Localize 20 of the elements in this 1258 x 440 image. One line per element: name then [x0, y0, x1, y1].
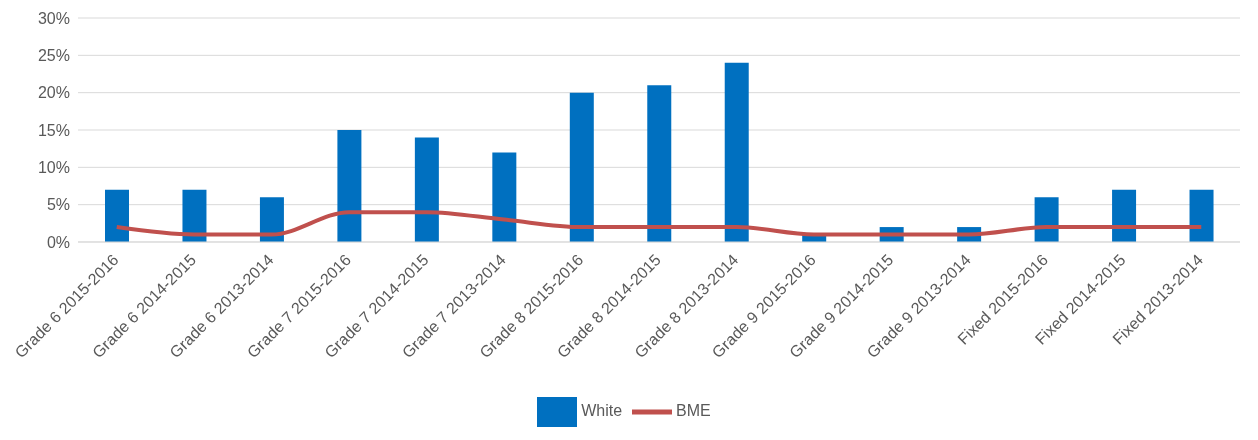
bar	[105, 189, 129, 242]
bar	[647, 85, 672, 242]
line-series	[114, 210, 1204, 237]
bar	[492, 152, 517, 242]
y-tick-label: 0%	[46, 233, 70, 251]
y-tick-label: 15%	[37, 121, 70, 139]
bar	[1112, 189, 1137, 242]
bar	[1189, 189, 1214, 242]
y-tick-label: 5%	[46, 196, 70, 214]
y-tick-label: 30%	[37, 9, 70, 27]
bar	[569, 92, 594, 242]
y-tick-label: 20%	[37, 84, 70, 102]
legend-label: BME	[676, 402, 711, 420]
bar	[337, 130, 362, 242]
bar	[182, 189, 207, 242]
y-tick-label: 25%	[37, 47, 70, 65]
legend-label: White	[581, 402, 623, 420]
bar	[724, 62, 749, 242]
bar	[414, 137, 439, 242]
y-tick-label: 10%	[37, 159, 70, 177]
